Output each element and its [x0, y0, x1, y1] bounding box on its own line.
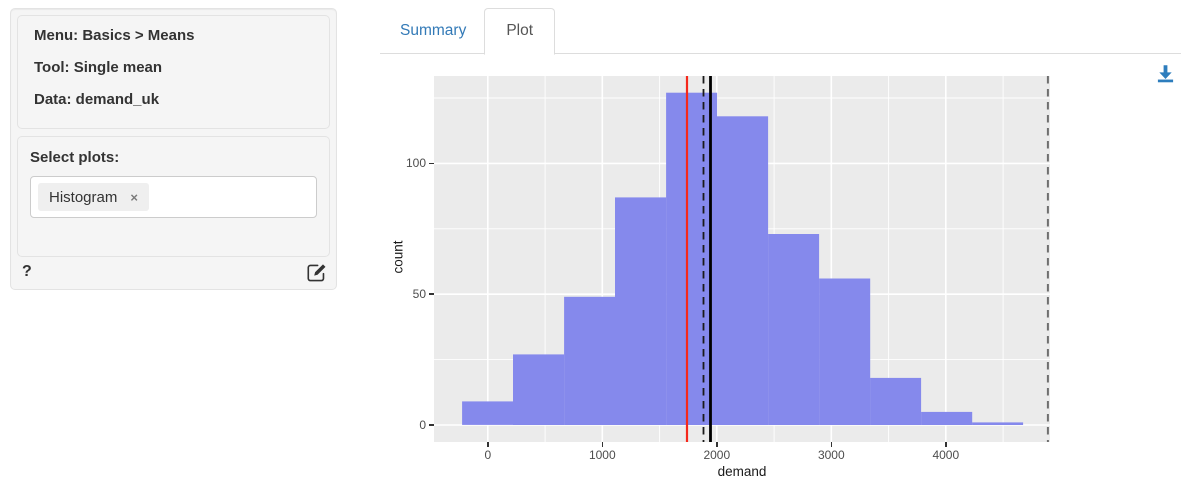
x-tick-mark — [487, 442, 489, 447]
histogram-bar — [462, 401, 514, 425]
histogram-bar — [819, 278, 871, 425]
dataset-name: Data: demand_uk — [34, 91, 160, 108]
histogram-bar — [564, 296, 616, 425]
x-tick-mark — [830, 442, 833, 447]
sidebar-footer: ? — [22, 258, 327, 286]
histogram-bar — [768, 234, 820, 425]
menu-breadcrumb: Menu: Basics > Means — [34, 27, 195, 44]
histogram-bar — [513, 354, 565, 425]
plot-area: 0 50 100 0 1000 2000 3000 4000 count demand — [380, 60, 1181, 486]
y-tick-label: 0 — [419, 417, 426, 432]
histogram-bar — [921, 411, 973, 425]
selected-plot-tag-label: Histogram — [49, 188, 118, 206]
histogram-bar — [615, 197, 667, 425]
y-tick-mark — [429, 162, 434, 165]
y-tick-label: 100 — [405, 156, 426, 171]
histogram-bar — [666, 92, 718, 425]
x-tick-mark — [945, 442, 947, 447]
histogram-bar — [870, 377, 922, 425]
plots-multiselect-input[interactable]: Histogram × — [30, 176, 317, 218]
remove-tag-button[interactable]: × — [130, 189, 138, 205]
y-axis-title: count — [390, 240, 406, 274]
help-link[interactable]: ? — [22, 263, 32, 280]
y-tick-label: 50 — [412, 287, 426, 302]
x-tick-label: 4000 — [932, 448, 960, 462]
y-tick-mark — [429, 424, 434, 426]
histogram-bar — [972, 422, 1024, 425]
x-tick-label: 2000 — [703, 448, 731, 462]
x-axis-title: demand — [717, 464, 767, 479]
download-icon[interactable] — [1156, 64, 1176, 84]
sidebar: Menu: Basics > Means Tool: Single mean D… — [10, 8, 337, 290]
x-tick-label: 1000 — [588, 448, 616, 462]
select-plots-box: Select plots: Histogram × — [17, 136, 330, 257]
x-tick-label: 3000 — [817, 448, 845, 462]
x-tick-mark — [716, 442, 718, 447]
tab-summary[interactable]: Summary — [400, 22, 467, 39]
select-plots-label: Select plots: — [30, 149, 120, 166]
tab-plot[interactable]: Plot — [484, 8, 556, 55]
tool-info-box: Menu: Basics > Means Tool: Single mean D… — [17, 15, 330, 129]
plot-panel — [434, 76, 1050, 442]
y-tick-mark — [429, 293, 434, 295]
x-tick-label: 0 — [484, 448, 492, 462]
tool-name: Tool: Single mean — [34, 59, 163, 76]
histogram-bar — [717, 116, 769, 426]
histogram-svg — [434, 76, 1050, 442]
selected-plot-tag: Histogram × — [38, 183, 149, 211]
edit-report-icon[interactable] — [306, 262, 327, 283]
tab-bar: Summary Plot — [380, 8, 1181, 55]
x-tick-mark — [601, 442, 604, 447]
